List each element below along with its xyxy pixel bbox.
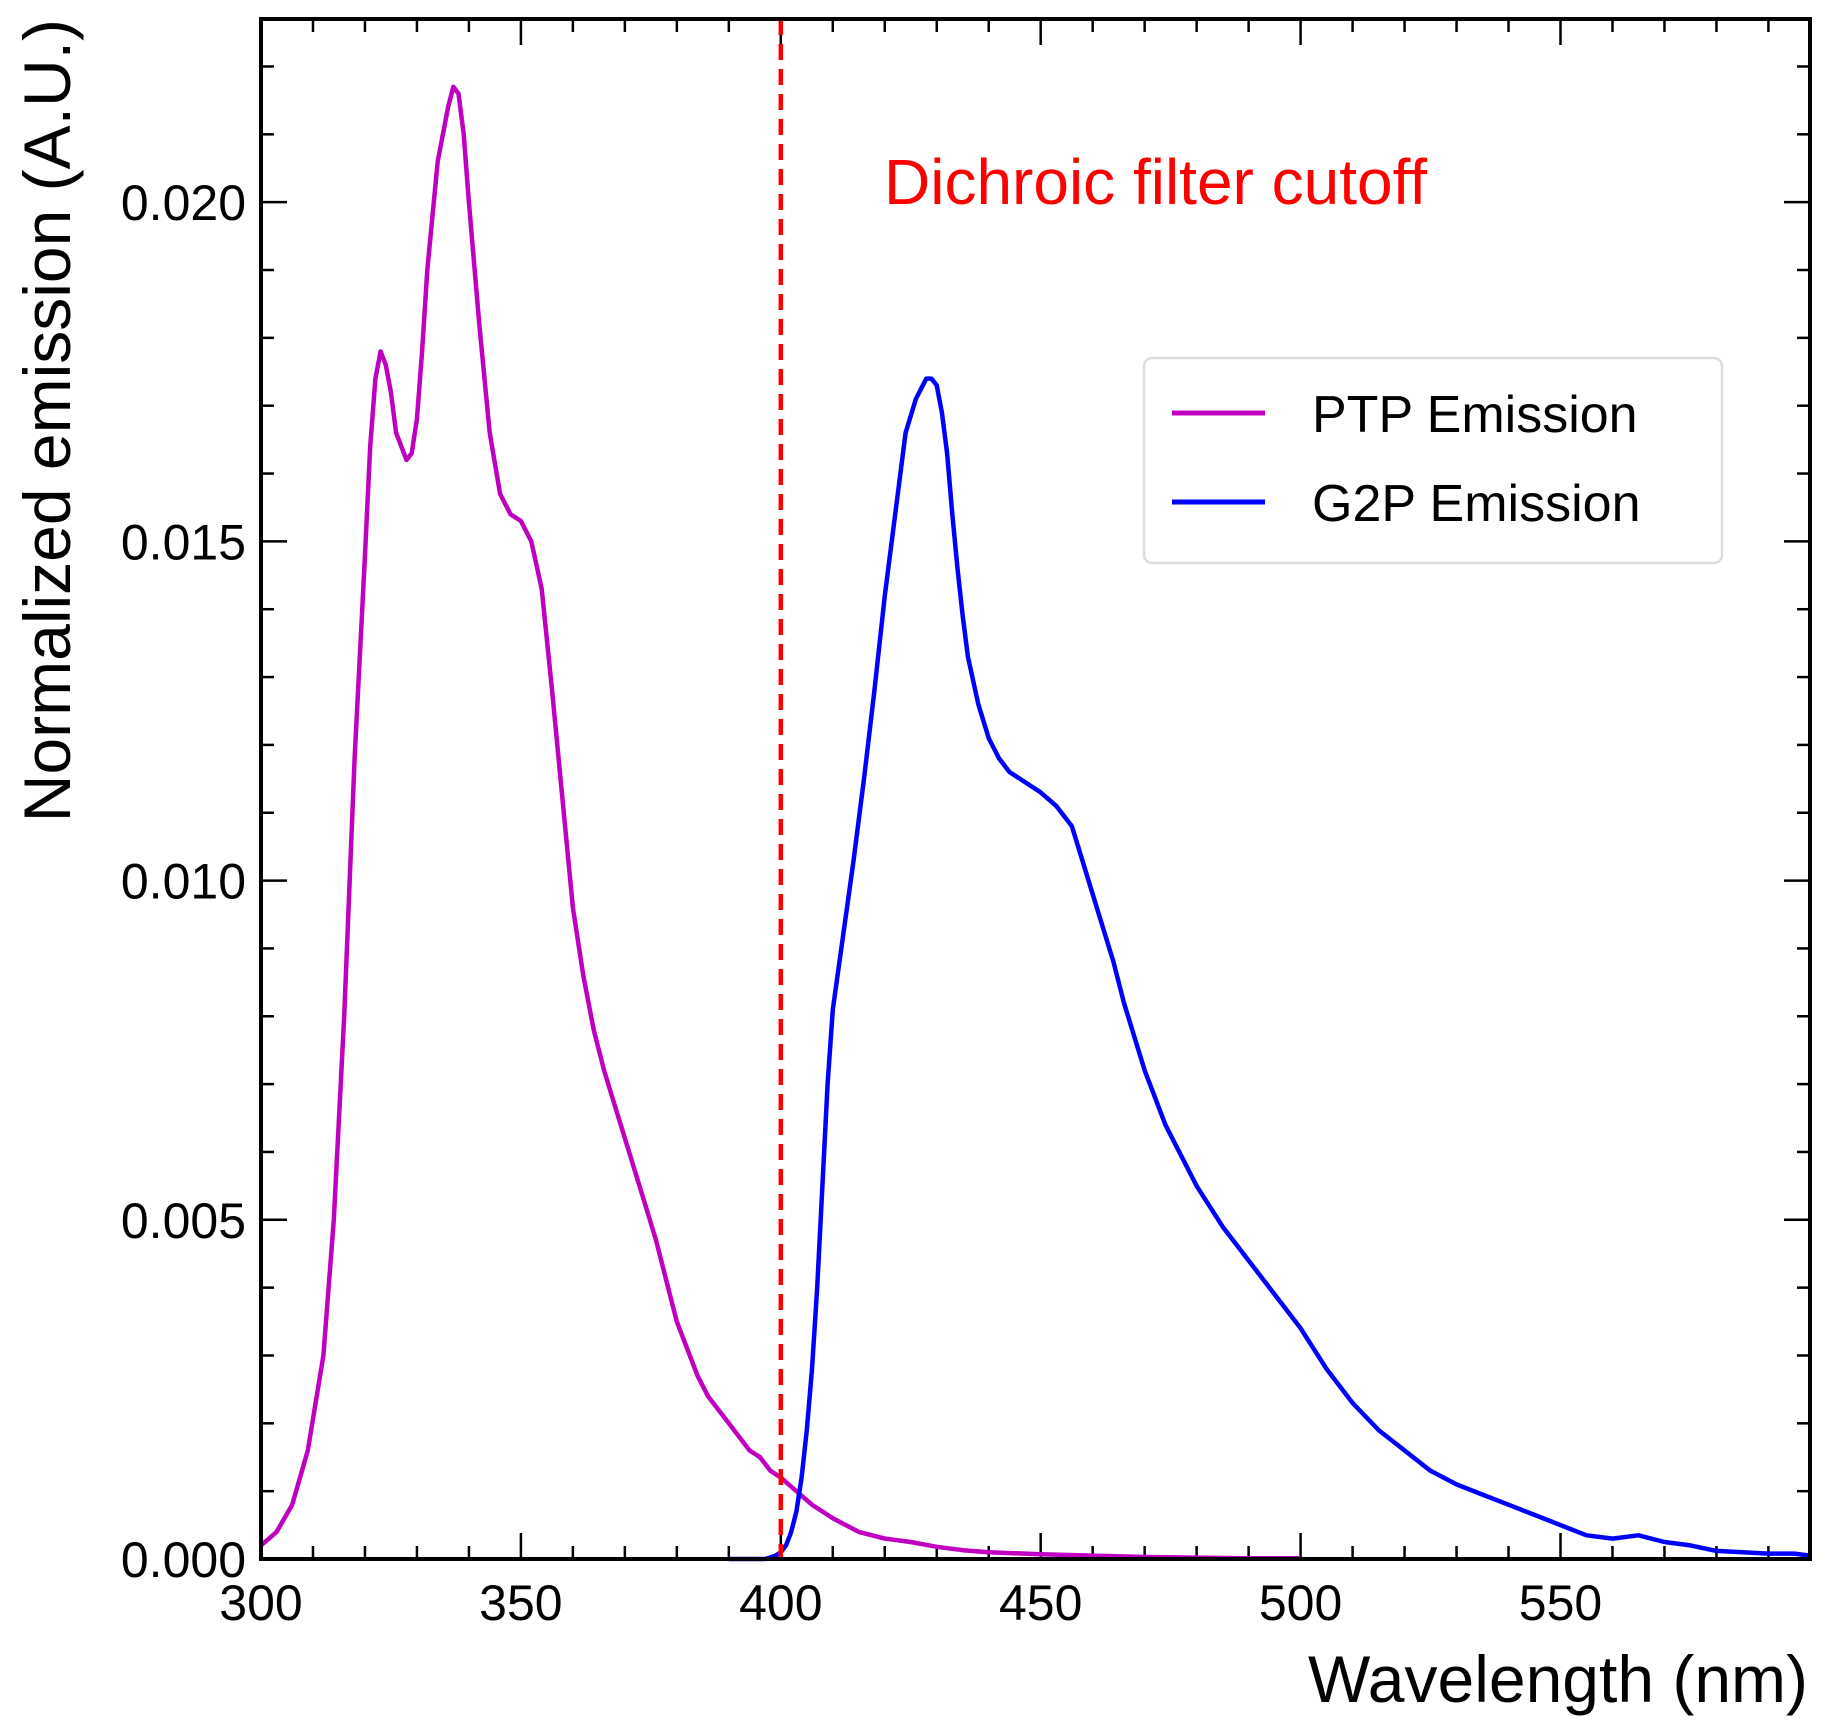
series-line-ptp [259, 84, 1301, 1561]
x-tick-label: 300 [219, 1575, 302, 1631]
y-axis-label: Normalized emission (A.U.) [10, 19, 84, 822]
x-axis-label: Wavelength (nm) [1308, 1642, 1808, 1716]
y-tick-label: 0.020 [121, 175, 246, 231]
x-tick-label: 400 [739, 1575, 822, 1631]
plot-frame [259, 17, 1812, 1561]
x-tick-label: 450 [999, 1575, 1082, 1631]
cutoff-annotation: Dichroic filter cutoff [884, 146, 1427, 218]
y-tick-label: 0.005 [121, 1193, 246, 1249]
x-tick-label: 350 [479, 1575, 562, 1631]
series-layer [259, 84, 1811, 1562]
legend: PTP Emission G2P Emission [1142, 356, 1724, 565]
x-tick-label: 550 [1519, 1575, 1602, 1631]
legend-label-g2p: G2P Emission [1312, 475, 1641, 533]
y-tick-label: 0.000 [121, 1532, 246, 1588]
legend-label-ptp: PTP Emission [1312, 386, 1638, 444]
ticks-layer: 300 350 400 450 500 550 0.000 0.005 0.010 0.015 0.… [121, 19, 1810, 1631]
series-line-g2p [728, 376, 1811, 1562]
x-tick-label: 500 [1259, 1575, 1342, 1631]
y-tick-label: 0.010 [121, 854, 246, 910]
legend-box [1142, 356, 1724, 565]
y-tick-label: 0.015 [121, 514, 246, 570]
